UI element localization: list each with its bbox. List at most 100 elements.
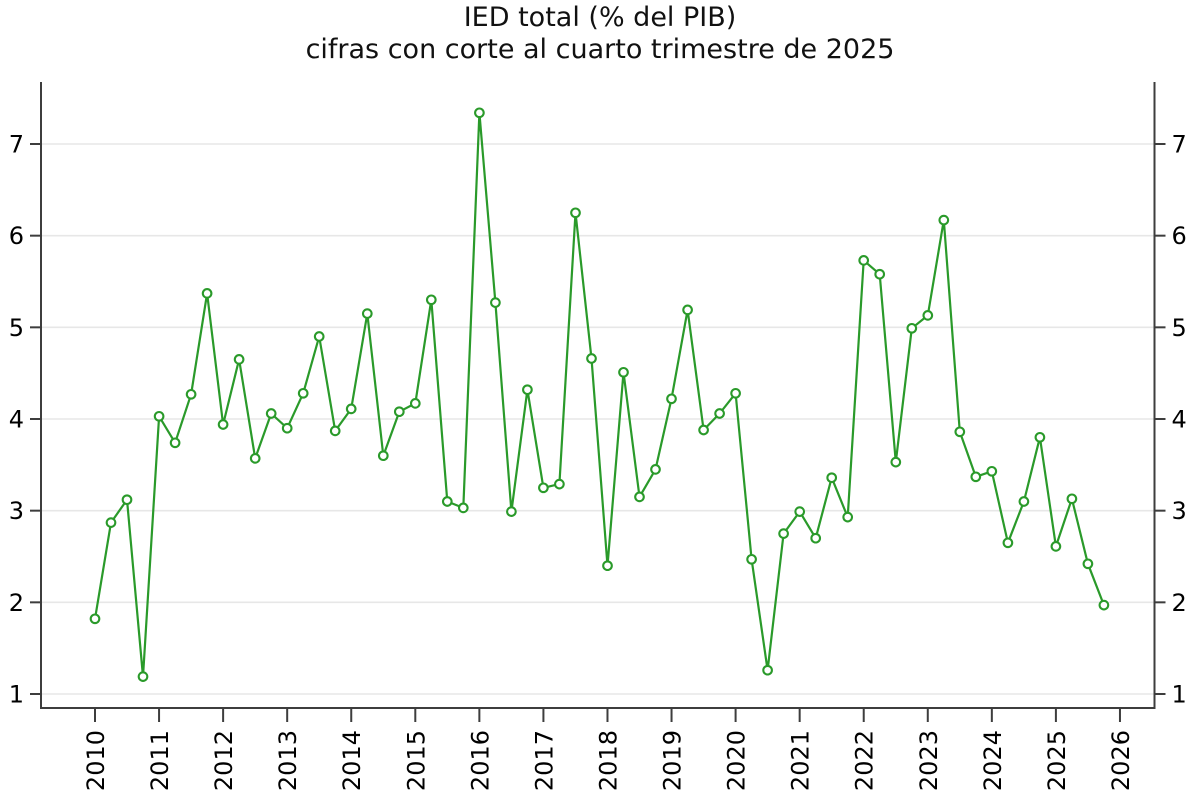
- x-tick-label: 2015: [402, 730, 430, 791]
- data-point-marker: [89, 613, 101, 625]
- data-point-marker: [890, 456, 902, 468]
- x-tick-label: 2026: [1107, 730, 1135, 791]
- data-point-marker: [441, 496, 453, 507]
- data-point-marker: [329, 425, 341, 437]
- data-point-marker: [409, 398, 421, 409]
- data-point-marker: [1098, 599, 1110, 611]
- x-tick-label: 2021: [787, 730, 815, 791]
- data-point-marker: [506, 506, 517, 517]
- chart-title: IED total (% del PIB): [463, 2, 737, 33]
- x-tick-label: 2022: [851, 730, 879, 791]
- data-point-marker: [169, 437, 181, 449]
- data-point-marker: [730, 387, 741, 399]
- data-point-marker: [137, 671, 149, 682]
- x-tick-label: 2017: [530, 730, 558, 791]
- x-tick-label: 2012: [210, 730, 238, 791]
- data-point-marker: [105, 517, 117, 528]
- data-point-marker: [570, 207, 581, 219]
- data-point-marker: [361, 308, 373, 319]
- x-tick-label: 2014: [338, 730, 366, 791]
- data-point-marker: [714, 408, 725, 419]
- data-point-marker: [794, 506, 806, 517]
- y-tick-label-left: 3: [9, 497, 24, 525]
- data-point-marker: [425, 294, 437, 306]
- chart-title-block: IED total (% del PIB) cifras con corte a…: [0, 2, 1200, 66]
- data-point-marker: [858, 255, 870, 266]
- data-point-marker: [1066, 493, 1078, 505]
- data-point-marker: [954, 426, 966, 438]
- y-tick-label-left: 5: [9, 314, 24, 342]
- y-tick-label-right: 4: [1172, 406, 1187, 434]
- data-point-marker: [650, 464, 661, 475]
- y-tick-label-right: 5: [1172, 314, 1187, 342]
- data-point-marker: [938, 214, 950, 226]
- x-tick-label: 2019: [659, 730, 687, 791]
- data-point-marker: [762, 664, 773, 676]
- data-point-marker: [906, 322, 918, 334]
- data-point-marker: [249, 453, 261, 464]
- y-tick-label-left: 2: [9, 589, 24, 617]
- data-point-marker: [618, 366, 629, 378]
- data-point-marker: [393, 406, 405, 418]
- data-point-marker: [281, 422, 293, 434]
- x-tick-label: 2020: [723, 730, 751, 791]
- x-tick-label: 2025: [1043, 730, 1071, 791]
- y-tick-label-left: 7: [9, 131, 24, 159]
- x-tick-label: 2023: [915, 730, 943, 791]
- data-point-marker: [297, 387, 309, 399]
- data-point-marker: [1018, 496, 1030, 507]
- x-tick-label: 2010: [82, 730, 110, 791]
- data-point-marker: [1002, 537, 1014, 549]
- data-point-marker: [698, 424, 709, 436]
- data-point-marker: [922, 310, 934, 321]
- data-point-marker: [265, 408, 277, 419]
- data-point-marker: [682, 304, 693, 316]
- data-point-marker: [313, 331, 325, 342]
- data-point-marker: [457, 502, 469, 514]
- data-point-marker: [121, 494, 133, 506]
- data-point-marker: [474, 107, 485, 119]
- y-tick-label-left: 6: [9, 222, 24, 250]
- data-point-marker: [538, 482, 549, 494]
- data-point-marker: [810, 532, 822, 544]
- data-point-marker: [970, 471, 982, 483]
- data-point-marker: [1050, 541, 1062, 552]
- data-point-marker: [842, 511, 854, 523]
- data-point-marker: [153, 410, 165, 422]
- chart-subtitle: cifras con corte al cuarto trimestre de …: [305, 33, 895, 65]
- data-line: [93, 111, 1106, 678]
- data-point-marker: [522, 384, 533, 396]
- data-point-marker: [634, 491, 645, 503]
- data-point-marker: [1082, 558, 1094, 570]
- y-tick-label-right: 1: [1172, 681, 1187, 709]
- x-tick-label: 2011: [146, 730, 174, 791]
- y-tick-label-right: 7: [1172, 131, 1187, 159]
- y-tick-label-right: 6: [1172, 222, 1187, 250]
- data-point-marker: [746, 553, 757, 565]
- x-tick-label: 2024: [979, 730, 1007, 791]
- data-point-marker: [986, 465, 998, 477]
- data-point-marker: [345, 403, 357, 415]
- data-point-marker: [554, 478, 565, 490]
- data-point-marker: [201, 288, 213, 299]
- data-point-marker: [586, 353, 597, 364]
- data-point-marker: [377, 450, 389, 462]
- y-tick-label-left: 1: [9, 681, 24, 709]
- data-point-marker: [778, 528, 789, 539]
- data-point-marker: [185, 388, 197, 400]
- data-point-marker: [233, 354, 245, 365]
- data-point-marker: [1034, 431, 1046, 443]
- y-tick-label-right: 3: [1172, 497, 1187, 525]
- data-point-marker: [826, 472, 838, 484]
- data-point-marker: [602, 560, 613, 572]
- x-tick-label: 2018: [594, 730, 622, 791]
- y-tick-label-left: 4: [9, 406, 24, 434]
- data-point-marker: [490, 297, 501, 308]
- x-tick-label: 2016: [466, 730, 494, 791]
- data-point-marker: [217, 419, 229, 430]
- data-point-marker: [874, 268, 886, 280]
- x-tick-label: 2013: [274, 730, 302, 791]
- data-point-marker: [666, 393, 677, 405]
